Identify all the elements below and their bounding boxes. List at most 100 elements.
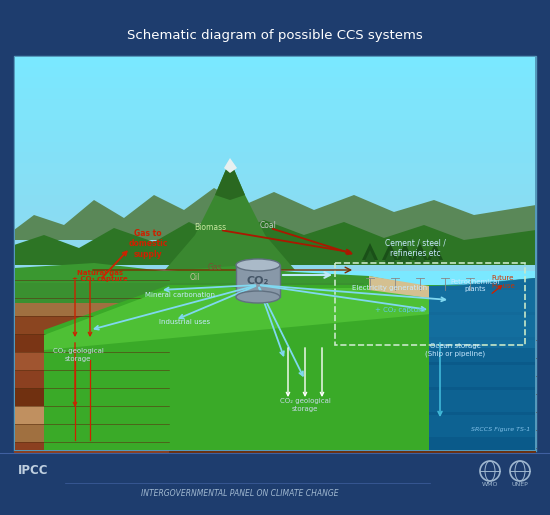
Bar <box>14 206 536 217</box>
Bar <box>14 174 536 185</box>
Bar <box>14 56 536 451</box>
Bar <box>14 388 169 407</box>
FancyArrowPatch shape <box>95 286 255 330</box>
FancyArrowPatch shape <box>165 285 255 291</box>
FancyArrowPatch shape <box>261 285 425 311</box>
FancyArrowPatch shape <box>73 343 76 406</box>
Bar <box>14 334 169 353</box>
Text: CO₂: CO₂ <box>247 276 269 286</box>
Text: INTERGOVERNMENTAL PANEL ON CLIMATE CHANGE: INTERGOVERNMENTAL PANEL ON CLIMATE CHANG… <box>141 489 339 497</box>
Polygon shape <box>429 278 536 348</box>
Polygon shape <box>369 276 429 298</box>
Polygon shape <box>427 243 443 260</box>
FancyArrowPatch shape <box>438 343 442 416</box>
Bar <box>14 67 536 78</box>
Bar <box>14 352 169 371</box>
Text: Gas: Gas <box>208 263 222 271</box>
Bar <box>14 142 536 153</box>
Bar <box>44 340 536 359</box>
Text: IPCC: IPCC <box>18 465 48 477</box>
Bar <box>429 315 536 337</box>
Text: Schematic diagram of possible CCS systems: Schematic diagram of possible CCS system… <box>127 28 423 42</box>
Polygon shape <box>44 285 474 451</box>
Text: Cement / steel /
refineries etc: Cement / steel / refineries etc <box>384 238 446 258</box>
FancyArrowPatch shape <box>102 251 126 278</box>
Bar <box>14 442 169 461</box>
Polygon shape <box>412 243 428 260</box>
Bar <box>429 390 536 412</box>
Polygon shape <box>429 285 536 451</box>
Text: Biomass: Biomass <box>194 224 226 232</box>
Bar <box>429 365 536 387</box>
Polygon shape <box>429 250 441 263</box>
FancyArrowPatch shape <box>320 348 323 396</box>
Bar <box>14 163 536 175</box>
Bar <box>0 453 550 515</box>
Bar <box>14 56 536 57</box>
FancyArrowPatch shape <box>287 348 290 396</box>
Polygon shape <box>362 243 378 260</box>
Bar <box>14 370 169 389</box>
FancyArrowPatch shape <box>89 281 92 336</box>
Text: Industrial uses: Industrial uses <box>160 319 211 325</box>
Bar <box>44 358 536 377</box>
Text: Electricity generation: Electricity generation <box>353 285 427 291</box>
Text: Future
H₂ use: Future H₂ use <box>492 276 514 288</box>
Bar <box>14 298 169 317</box>
Text: Petrochemical
plants: Petrochemical plants <box>450 279 500 291</box>
Polygon shape <box>14 220 536 265</box>
Bar <box>429 415 536 437</box>
FancyArrowPatch shape <box>73 281 76 336</box>
Bar <box>14 99 536 111</box>
Bar <box>44 448 536 467</box>
Bar <box>236 265 280 297</box>
Bar <box>14 227 536 239</box>
Polygon shape <box>397 243 413 260</box>
Polygon shape <box>399 250 411 263</box>
Bar <box>14 88 536 100</box>
Polygon shape <box>44 288 474 350</box>
FancyArrowPatch shape <box>179 286 255 318</box>
Bar <box>14 406 169 425</box>
Text: Natural gas
+ CO₂ capture: Natural gas + CO₂ capture <box>72 269 128 283</box>
Bar <box>14 120 536 132</box>
Bar <box>44 394 536 413</box>
Bar <box>14 77 536 89</box>
Text: Coal: Coal <box>260 220 277 230</box>
FancyArrowPatch shape <box>304 348 307 396</box>
Text: UNEP: UNEP <box>512 483 529 488</box>
Bar <box>14 316 169 335</box>
Bar <box>14 56 536 67</box>
Bar <box>14 450 536 451</box>
Bar <box>44 412 536 431</box>
Bar <box>14 216 536 228</box>
FancyArrowPatch shape <box>261 285 445 301</box>
Text: CO₂ geological
storage: CO₂ geological storage <box>53 349 103 362</box>
Polygon shape <box>14 263 536 298</box>
Bar <box>44 376 536 395</box>
Bar <box>14 280 169 299</box>
Polygon shape <box>165 160 295 270</box>
Bar <box>14 110 536 121</box>
Text: Gas to
domestic
supply: Gas to domestic supply <box>128 229 168 259</box>
Text: Oil: Oil <box>190 273 200 283</box>
Bar <box>429 340 536 362</box>
Bar <box>14 424 169 443</box>
FancyArrowPatch shape <box>273 229 351 254</box>
Bar <box>429 290 536 312</box>
Polygon shape <box>14 283 364 303</box>
Text: CO₂ geological
storage: CO₂ geological storage <box>279 399 331 411</box>
Polygon shape <box>384 250 396 263</box>
Text: SRCCS Figure TS-1: SRCCS Figure TS-1 <box>471 427 530 433</box>
Text: Ocean storage
(Ship or pipeline): Ocean storage (Ship or pipeline) <box>425 344 485 357</box>
Text: Mineral carbonation: Mineral carbonation <box>145 292 215 298</box>
Ellipse shape <box>236 291 280 303</box>
Polygon shape <box>224 158 237 173</box>
Polygon shape <box>429 278 536 451</box>
Bar <box>14 56 15 451</box>
Bar <box>14 131 536 143</box>
Polygon shape <box>215 160 245 200</box>
Bar <box>14 249 536 260</box>
Bar <box>14 259 536 271</box>
Bar <box>14 184 536 196</box>
